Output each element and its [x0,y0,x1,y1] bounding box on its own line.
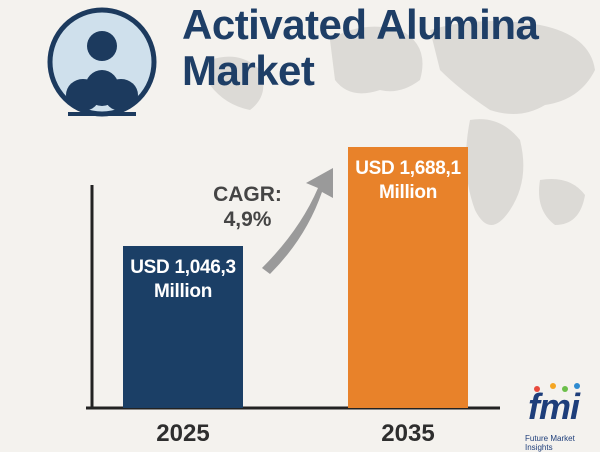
value-label: USD 1,688,1 Million [355,158,461,203]
world-map [210,21,595,225]
people-icon [66,31,138,116]
chart-title: Activated Alumina Market [182,1,539,94]
logo-dots [534,383,580,392]
x-tick-label: 2035 [381,420,435,447]
cagr-annotation: CAGR: 4,9% [213,183,282,231]
logo-tagline: Future Market Insights [525,434,575,452]
x-tick-label: 2025 [156,420,210,447]
value-label: USD 1,046,3 Million [130,257,236,303]
bar [123,246,243,408]
logo-text: fmi [528,386,580,427]
bar [348,147,468,408]
growth-arrow [262,168,333,274]
